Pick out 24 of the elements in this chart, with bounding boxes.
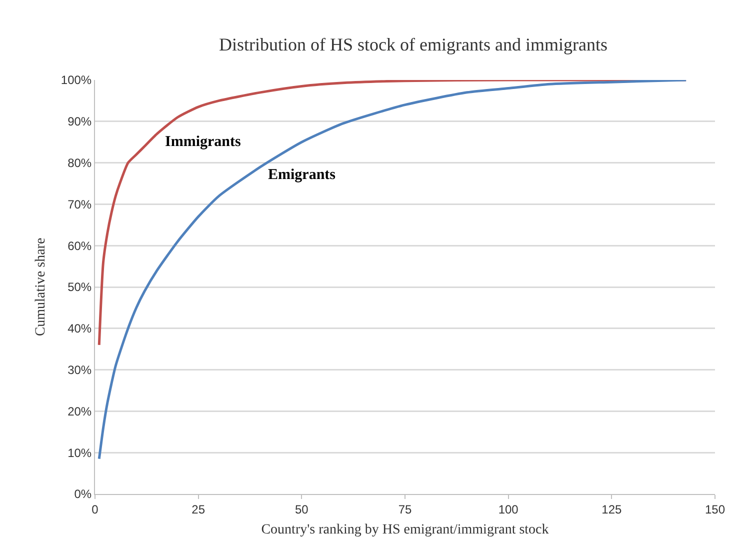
- x-tick-label: 150: [704, 502, 726, 516]
- x-tick-label: 25: [192, 502, 206, 516]
- y-tick-label: 0%: [74, 487, 92, 502]
- y-tick-label: 70%: [68, 197, 92, 212]
- x-tick-label: 100: [498, 502, 519, 516]
- series-label: Immigrants: [165, 134, 241, 150]
- x-tick-label: 50: [294, 502, 309, 516]
- y-tick-label: 20%: [68, 404, 92, 418]
- x-axis-title: Country's ranking by HS emigrant/immigrant stock: [261, 522, 549, 538]
- y-tick-label: 40%: [68, 322, 92, 336]
- x-tick-label: 125: [602, 502, 622, 516]
- series-label: Emigrants: [268, 167, 336, 183]
- y-tick-label: 90%: [68, 114, 92, 129]
- y-tick-label: 80%: [68, 156, 92, 170]
- y-tick-label: 60%: [68, 238, 92, 253]
- line-series: [98, 80, 688, 460]
- x-tick-label: 75: [398, 502, 412, 516]
- y-axis-title: Cumulative share: [33, 238, 48, 336]
- chart-title: Distribution of HS stock of emigrants and immigrants: [219, 34, 608, 55]
- y-tick-label: 100%: [60, 73, 92, 88]
- y-tick-label: 10%: [68, 446, 92, 460]
- y-tick-label: 30%: [68, 363, 92, 377]
- x-tick-label: 0: [92, 502, 99, 516]
- y-tick-label: 50%: [68, 280, 92, 294]
